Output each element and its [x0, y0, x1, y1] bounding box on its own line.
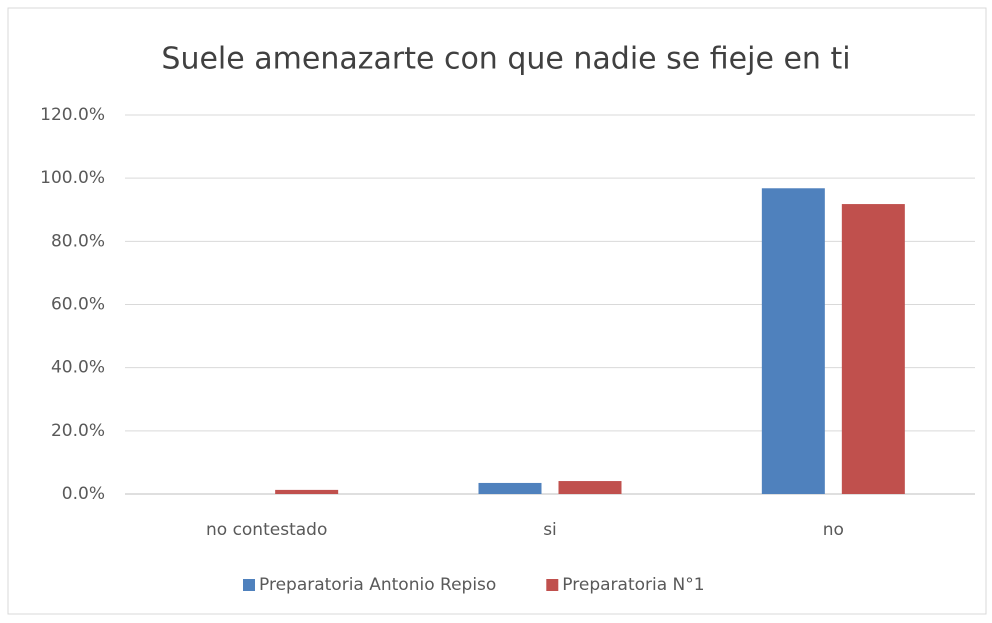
bar [275, 489, 339, 494]
legend-swatch [243, 579, 255, 591]
y-tick-label: 80.0% [51, 231, 105, 251]
bar [478, 482, 542, 494]
legend-label: Preparatoria N°1 [562, 575, 704, 595]
y-tick-label: 120.0% [40, 105, 105, 125]
chart-title: Suele amenazarte con que nadie se fieje … [161, 42, 850, 77]
bar [558, 481, 622, 494]
y-tick-label: 100.0% [40, 168, 105, 188]
legend-label: Preparatoria Antonio Repiso [259, 575, 496, 595]
y-tick-label: 0.0% [62, 484, 105, 504]
legend-swatch [546, 579, 559, 591]
y-tick-label: 60.0% [51, 295, 105, 315]
y-tick-label: 40.0% [51, 358, 105, 378]
x-tick-label: no [823, 520, 844, 540]
x-tick-label: no contestado [206, 520, 327, 540]
bar [761, 188, 825, 495]
bar [841, 204, 905, 494]
y-tick-label: 20.0% [51, 421, 105, 441]
x-tick-label: si [543, 520, 557, 540]
